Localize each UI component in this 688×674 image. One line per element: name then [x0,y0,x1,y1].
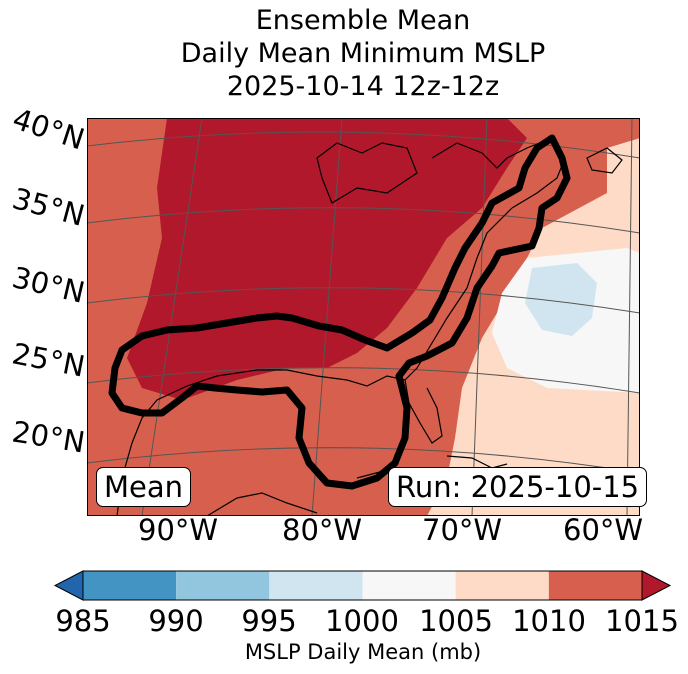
lon-label-80w: 80°W [282,513,363,547]
stat-box: Mean [96,467,192,507]
lon-label-70w: 70°W [422,513,503,547]
cbar-segment-2 [269,571,363,600]
cbar-segment-1 [176,571,270,600]
lat-label-30: 30°N [9,260,88,310]
colorbar-label: MSLP Daily Mean (mb) [244,640,482,664]
cbar-tick-1010: 1010 [512,604,586,638]
cbar-tick-995: 995 [241,604,297,638]
run-date-box: Run: 2025-10-15 [388,467,648,507]
cbar-tick-1015: 1015 [605,604,679,638]
lon-label-60w: 60°W [563,513,644,547]
cbar-tick-990: 990 [148,604,204,638]
title-line-1: Ensemble Mean [255,5,471,36]
cbar-segment-3 [362,571,456,600]
title-line-2: Daily Mean Minimum MSLP [180,38,546,69]
lat-label-35: 35°N [8,181,89,233]
lat-label-40: 40°N [8,101,89,157]
colorbar [53,570,672,601]
cbar-segment-5 [548,571,642,600]
cbar-segment-4 [455,571,549,600]
field-above-1015 [127,118,527,400]
graticule [87,118,640,516]
lat-label-20: 20°N [9,414,88,460]
lon-label-90w: 90°W [138,513,219,547]
title-line-3: 2025-10-14 12z-12z [226,71,500,102]
cbar-tick-1000: 1000 [325,604,399,638]
cbar-extend-high [641,570,672,601]
lat-label-25: 25°N [9,336,88,384]
ensemble-contour [108,134,571,490]
cbar-segment-0 [83,571,177,600]
cbar-tick-985: 985 [55,604,111,638]
field-995-1000 [525,263,597,336]
cbar-tick-1005: 1005 [419,604,493,638]
cbar-extend-low [53,570,84,601]
mslp-map [87,118,640,516]
